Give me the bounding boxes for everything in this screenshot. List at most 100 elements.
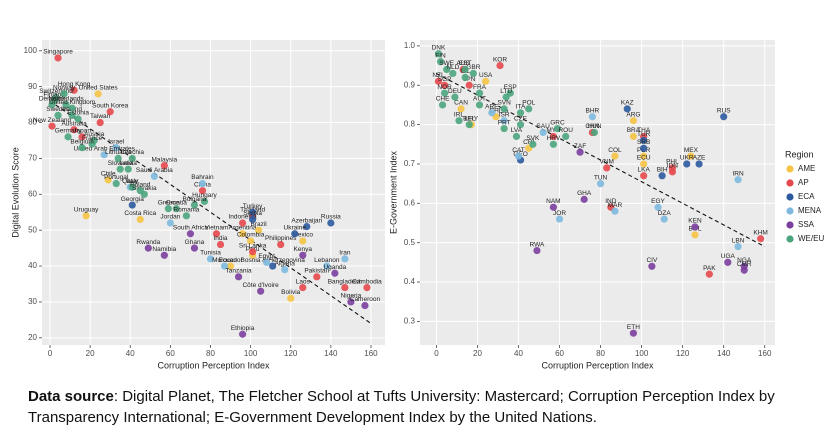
data-point	[48, 100, 56, 109]
data-point	[648, 262, 656, 270]
legend-label: MENA	[798, 206, 822, 215]
legend-swatch	[786, 207, 794, 215]
point-label: CIV	[646, 257, 658, 264]
point-label: Russia	[321, 214, 341, 221]
data-point	[441, 89, 449, 97]
point-label: PHL	[666, 159, 679, 166]
point-label: Vietnam	[205, 224, 229, 231]
data-point	[683, 160, 691, 168]
data-point	[106, 108, 114, 116]
point-label: Colombia	[237, 232, 265, 239]
data-point	[734, 176, 742, 184]
point-label: AZE	[693, 155, 706, 162]
data-point	[78, 144, 86, 152]
point-label: ARG	[626, 111, 640, 118]
data-point	[457, 105, 465, 113]
data-point	[263, 258, 271, 267]
point-label: Slovenia	[108, 160, 133, 167]
data-point	[104, 176, 112, 184]
data-point	[70, 126, 78, 134]
data-point	[482, 77, 490, 85]
point-label: JPN	[463, 76, 476, 83]
point-label: Namibia	[152, 246, 176, 253]
y-tick-label: 0.7	[404, 159, 416, 168]
point-label: Brazil	[250, 221, 267, 228]
point-label: RWA	[530, 241, 545, 248]
point-label: MYS	[546, 127, 561, 134]
point-label: RUS	[717, 107, 731, 114]
data-point	[461, 65, 469, 74]
point-label: Indonesia	[228, 214, 257, 221]
legend-label: WE/EU	[798, 234, 824, 243]
point-label: NGA	[737, 257, 752, 264]
y-tick-label: 0.3	[404, 316, 416, 325]
data-point	[596, 180, 605, 188]
point-label: South Korea	[92, 102, 129, 109]
point-label: Austria	[84, 131, 105, 138]
point-label: SAU	[536, 123, 550, 130]
x-tick-label: 160	[364, 349, 378, 358]
point-label: Tunisia	[200, 250, 221, 257]
data-point	[475, 101, 484, 109]
data-point	[220, 262, 229, 270]
point-label: UGA	[721, 253, 736, 260]
point-label: Poland	[130, 181, 151, 188]
point-label: LTU	[500, 88, 512, 95]
point-label: Nigeria	[341, 293, 362, 300]
point-label: Italy	[126, 178, 139, 185]
point-label: LKA	[638, 166, 651, 173]
point-label: CMR	[737, 261, 752, 268]
x-tick-label: 0	[434, 349, 439, 358]
data-point	[695, 160, 703, 168]
point-label: Bangladesh	[328, 278, 363, 285]
point-label: South Africa	[173, 224, 208, 231]
x-tick-label: 140	[324, 349, 338, 358]
data-point	[144, 244, 152, 252]
data-point	[434, 77, 443, 85]
point-label: Rwanda	[136, 239, 160, 246]
point-label: Hungary	[192, 192, 217, 199]
data-point	[658, 172, 666, 180]
point-label: Slovakia	[132, 185, 157, 192]
data-point	[128, 183, 136, 191]
data-point	[82, 212, 90, 220]
data-point	[438, 101, 447, 109]
data-point	[206, 255, 215, 263]
point-label: United States	[79, 85, 119, 92]
data-point	[691, 231, 699, 239]
data-point	[525, 105, 533, 113]
data-point	[112, 144, 120, 152]
point-label: VNM	[600, 159, 614, 166]
point-label: BEL	[463, 115, 476, 122]
point-label: CAN	[454, 100, 468, 107]
point-label: CHN	[585, 123, 599, 130]
point-label: ECU	[637, 155, 651, 162]
point-label: Georgia	[121, 196, 145, 203]
data-point	[277, 240, 285, 249]
data-point	[128, 154, 136, 163]
legend-label: AME	[798, 164, 815, 173]
data-point	[441, 81, 449, 89]
data-point	[257, 287, 265, 295]
point-label: TUN	[594, 174, 608, 181]
point-label: Qatar	[122, 178, 139, 185]
point-label: Philippines	[265, 235, 297, 242]
point-label: NAM	[546, 198, 560, 205]
data-point	[451, 93, 459, 101]
point-label: MEX	[684, 147, 699, 154]
point-label: Mexico	[292, 232, 313, 239]
point-label: NZL	[432, 72, 445, 79]
point-label: Netherlands	[49, 95, 85, 102]
y-tick-label: 1.0	[404, 41, 416, 50]
x-tick-label: 80	[596, 349, 605, 358]
data-point	[238, 230, 247, 238]
point-label: Jordan	[160, 214, 180, 221]
data-point	[116, 165, 124, 173]
data-point	[629, 329, 638, 337]
point-label: KHM	[753, 229, 767, 236]
point-label: KEN	[688, 218, 702, 225]
point-label: Bosnia & Herzegovina	[241, 257, 306, 264]
x-tick-label: 40	[514, 349, 523, 358]
legend-label: ECA	[798, 192, 815, 201]
point-label: New Zealand	[33, 117, 72, 124]
